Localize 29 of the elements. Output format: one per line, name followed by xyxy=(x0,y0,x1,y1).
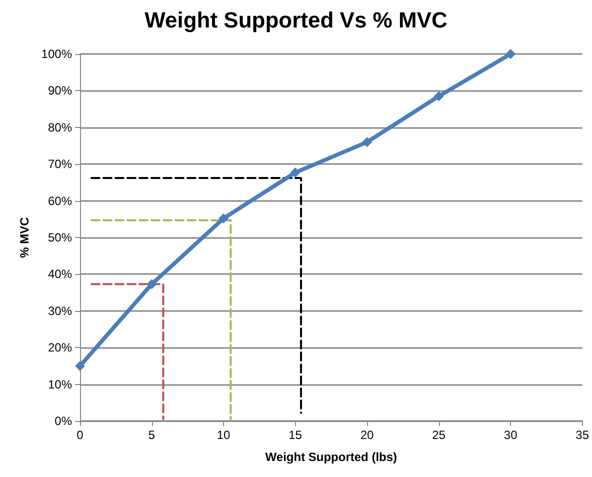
chart-title: Weight Supported Vs % MVC xyxy=(144,8,448,32)
y-tick-label: 80% xyxy=(48,120,72,134)
y-tick-label: 100% xyxy=(41,47,72,61)
y-tick-label: 30% xyxy=(48,304,72,318)
x-tick-label: 35 xyxy=(576,428,590,442)
x-tick-label: 30 xyxy=(504,428,518,442)
y-tick-label: 70% xyxy=(48,157,72,172)
y-tick-label: 10% xyxy=(48,377,72,392)
y-tick-label: 50% xyxy=(48,230,72,244)
y-tick-label: 40% xyxy=(48,267,72,282)
point xyxy=(146,279,157,290)
y-tick-label: 20% xyxy=(48,340,72,355)
y-tick-label: 90% xyxy=(48,84,72,98)
x-tick-label: 15 xyxy=(288,428,302,442)
point xyxy=(434,91,444,102)
x-tick-label: 25 xyxy=(432,428,446,442)
point xyxy=(75,360,85,371)
y-axis-title: % MVC xyxy=(17,216,32,258)
x-tick-label: 5 xyxy=(148,428,156,442)
x-tick-label: 10 xyxy=(216,428,231,442)
y-tick-label: 0% xyxy=(54,414,72,428)
point xyxy=(290,168,300,178)
x-axis-title: Weight Supported (lbs) xyxy=(265,450,398,464)
y-tick-label: 60% xyxy=(48,194,72,208)
point xyxy=(362,137,372,148)
x-tick-label: 20 xyxy=(360,428,374,442)
point xyxy=(506,49,516,59)
point xyxy=(218,213,229,224)
x-tick-label: 0 xyxy=(76,428,84,442)
